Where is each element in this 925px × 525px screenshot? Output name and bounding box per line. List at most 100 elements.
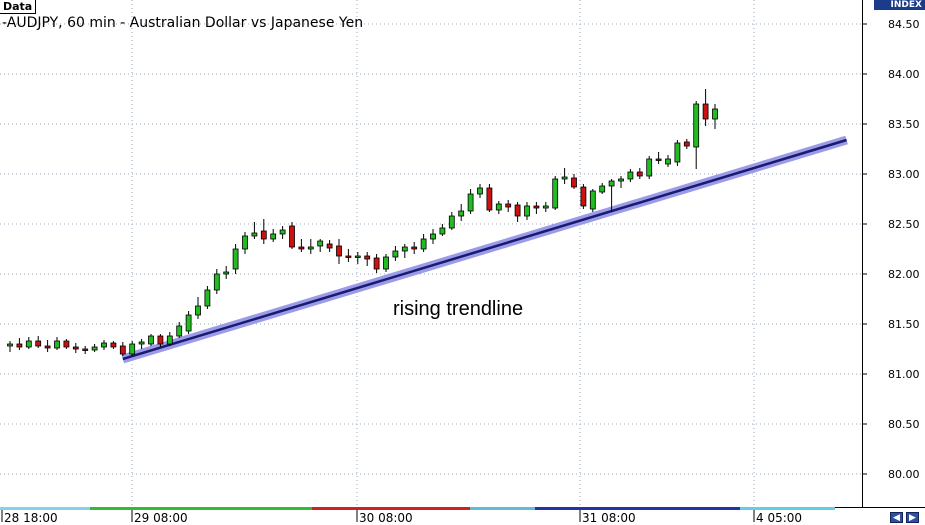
- y-tick-label: 82.00: [888, 268, 920, 281]
- candle: [712, 104, 718, 129]
- candle: [251, 222, 258, 239]
- candle-body: [411, 246, 418, 250]
- candle-body: [495, 203, 502, 211]
- candle-body: [552, 178, 559, 209]
- candle: [195, 297, 201, 319]
- candle: [439, 224, 446, 236]
- y-tick-label: 81.50: [888, 318, 920, 331]
- candle: [571, 174, 577, 189]
- y-tick-label: 82.50: [888, 218, 920, 231]
- candle: [486, 184, 493, 212]
- candle-body: [364, 255, 371, 260]
- trendline: [122, 138, 847, 361]
- candle-body: [289, 225, 295, 248]
- candle: [279, 226, 286, 239]
- candle: [270, 229, 277, 242]
- x-tick-label: 31 08:00: [582, 511, 636, 525]
- candle-body: [448, 215, 455, 229]
- candle-body: [232, 248, 239, 270]
- candle-body: [561, 176, 568, 180]
- candle-body: [176, 325, 183, 337]
- candle: [204, 286, 211, 309]
- candle-body: [7, 343, 13, 347]
- candle-body: [420, 238, 427, 250]
- candle-body: [16, 343, 23, 348]
- candle-body: [467, 193, 474, 212]
- candle: [119, 342, 126, 356]
- candle: [383, 254, 389, 272]
- candle-body: [204, 289, 211, 307]
- candle: [589, 189, 596, 212]
- candle-body: [336, 245, 342, 257]
- candle: [411, 242, 418, 254]
- x-tick-label: 28 18:00: [4, 511, 58, 525]
- candle: [448, 212, 455, 230]
- candle: [242, 232, 248, 254]
- candle-body: [373, 257, 380, 270]
- trendline-group: [121, 135, 848, 364]
- candle-body: [392, 250, 399, 258]
- session-bar-segment: [535, 507, 740, 510]
- candle: [110, 341, 117, 349]
- candle: [307, 239, 314, 254]
- candle-body: [260, 230, 267, 240]
- candle-body: [82, 348, 89, 351]
- candle: [354, 252, 361, 264]
- candle: [101, 340, 107, 350]
- candle: [63, 339, 70, 349]
- candle: [223, 266, 230, 279]
- candle: [35, 336, 42, 348]
- candle: [91, 344, 98, 352]
- candle: [561, 168, 568, 184]
- candle-body: [317, 240, 324, 247]
- candle-body: [138, 341, 145, 345]
- candle-body: [514, 204, 521, 217]
- candle-body: [35, 340, 42, 347]
- candle: [693, 101, 700, 169]
- candle: [72, 343, 79, 353]
- candle: [7, 341, 13, 352]
- candle-body: [345, 255, 352, 258]
- candle: [599, 183, 606, 194]
- scroll-left-icon[interactable]: ◀: [890, 512, 903, 523]
- candle: [608, 179, 615, 212]
- grid-lines: [0, 0, 862, 507]
- candle-body: [608, 180, 615, 187]
- candle: [326, 240, 333, 252]
- candle-body: [505, 203, 512, 208]
- candle-body: [213, 273, 220, 291]
- candle: [176, 322, 183, 338]
- candle: [25, 337, 32, 349]
- candle-body: [326, 243, 333, 249]
- candle-body: [712, 108, 718, 120]
- candle: [232, 244, 239, 274]
- y-tick-label: 81.00: [888, 368, 920, 381]
- candle-body: [298, 246, 305, 250]
- candle-body: [166, 335, 173, 345]
- candle: [373, 254, 380, 273]
- candle-body: [533, 205, 540, 209]
- candle: [16, 338, 23, 350]
- session-bar-segment: [740, 507, 835, 510]
- scroll-right-icon[interactable]: ▶: [906, 512, 919, 523]
- x-tick-label: 30 08:00: [359, 511, 413, 525]
- session-bar-segment: [312, 507, 470, 510]
- candle-body: [636, 171, 643, 177]
- candle-body: [571, 177, 577, 188]
- candle: [683, 139, 690, 149]
- candle-body: [439, 227, 446, 235]
- candle: [138, 339, 145, 349]
- candle: [580, 184, 587, 209]
- candle-body: [646, 158, 653, 177]
- candle: [54, 337, 60, 350]
- candle-body: [693, 103, 700, 148]
- candle: [364, 252, 371, 266]
- candle-body: [251, 232, 258, 237]
- candle-body: [580, 186, 587, 207]
- chart-title: -AUDJPY, 60 min - Australian Dollar vs J…: [2, 15, 364, 31]
- candle-body: [430, 233, 436, 240]
- data-tab[interactable]: Data: [0, 0, 37, 14]
- candle-body: [25, 340, 32, 348]
- candle: [665, 155, 671, 167]
